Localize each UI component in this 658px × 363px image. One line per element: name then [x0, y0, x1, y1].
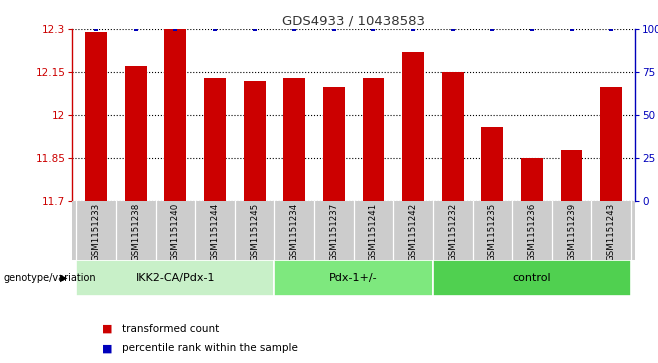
Text: control: control: [513, 273, 551, 283]
Text: GSM1151241: GSM1151241: [369, 203, 378, 261]
Bar: [402, 52, 424, 201]
Text: GSM1151232: GSM1151232: [448, 203, 457, 261]
Bar: [125, 66, 147, 201]
Bar: [86, 32, 107, 201]
Text: ■: ■: [102, 323, 113, 334]
Text: GSM1151236: GSM1151236: [528, 203, 536, 261]
Text: GSM1151233: GSM1151233: [91, 203, 101, 261]
Bar: [323, 86, 345, 201]
Bar: [482, 127, 503, 201]
Bar: [243, 81, 266, 201]
Text: GSM1151239: GSM1151239: [567, 203, 576, 261]
Text: GSM1151234: GSM1151234: [290, 203, 299, 261]
Text: ▶: ▶: [61, 273, 68, 283]
Text: ■: ■: [102, 343, 113, 354]
Bar: [521, 158, 543, 201]
Bar: [274, 260, 433, 296]
Text: GSM1151235: GSM1151235: [488, 203, 497, 261]
Title: GDS4933 / 10438583: GDS4933 / 10438583: [282, 15, 425, 28]
Text: GSM1151244: GSM1151244: [211, 203, 220, 261]
Bar: [363, 78, 384, 201]
Bar: [284, 78, 305, 201]
Text: GSM1151245: GSM1151245: [250, 203, 259, 261]
Text: genotype/variation: genotype/variation: [3, 273, 96, 283]
Bar: [204, 78, 226, 201]
Text: IKK2-CA/Pdx-1: IKK2-CA/Pdx-1: [136, 273, 215, 283]
Bar: [76, 260, 274, 296]
Bar: [600, 86, 622, 201]
Text: transformed count: transformed count: [122, 323, 219, 334]
Bar: [433, 260, 631, 296]
Text: percentile rank within the sample: percentile rank within the sample: [122, 343, 297, 354]
Text: GSM1151237: GSM1151237: [330, 203, 338, 261]
Text: GSM1151243: GSM1151243: [607, 203, 616, 261]
Text: GSM1151242: GSM1151242: [409, 203, 418, 261]
Bar: [164, 29, 186, 201]
Text: Pdx-1+/-: Pdx-1+/-: [330, 273, 378, 283]
Bar: [442, 72, 464, 201]
Bar: [561, 150, 582, 201]
Text: GSM1151240: GSM1151240: [171, 203, 180, 261]
Text: GSM1151238: GSM1151238: [131, 203, 140, 261]
